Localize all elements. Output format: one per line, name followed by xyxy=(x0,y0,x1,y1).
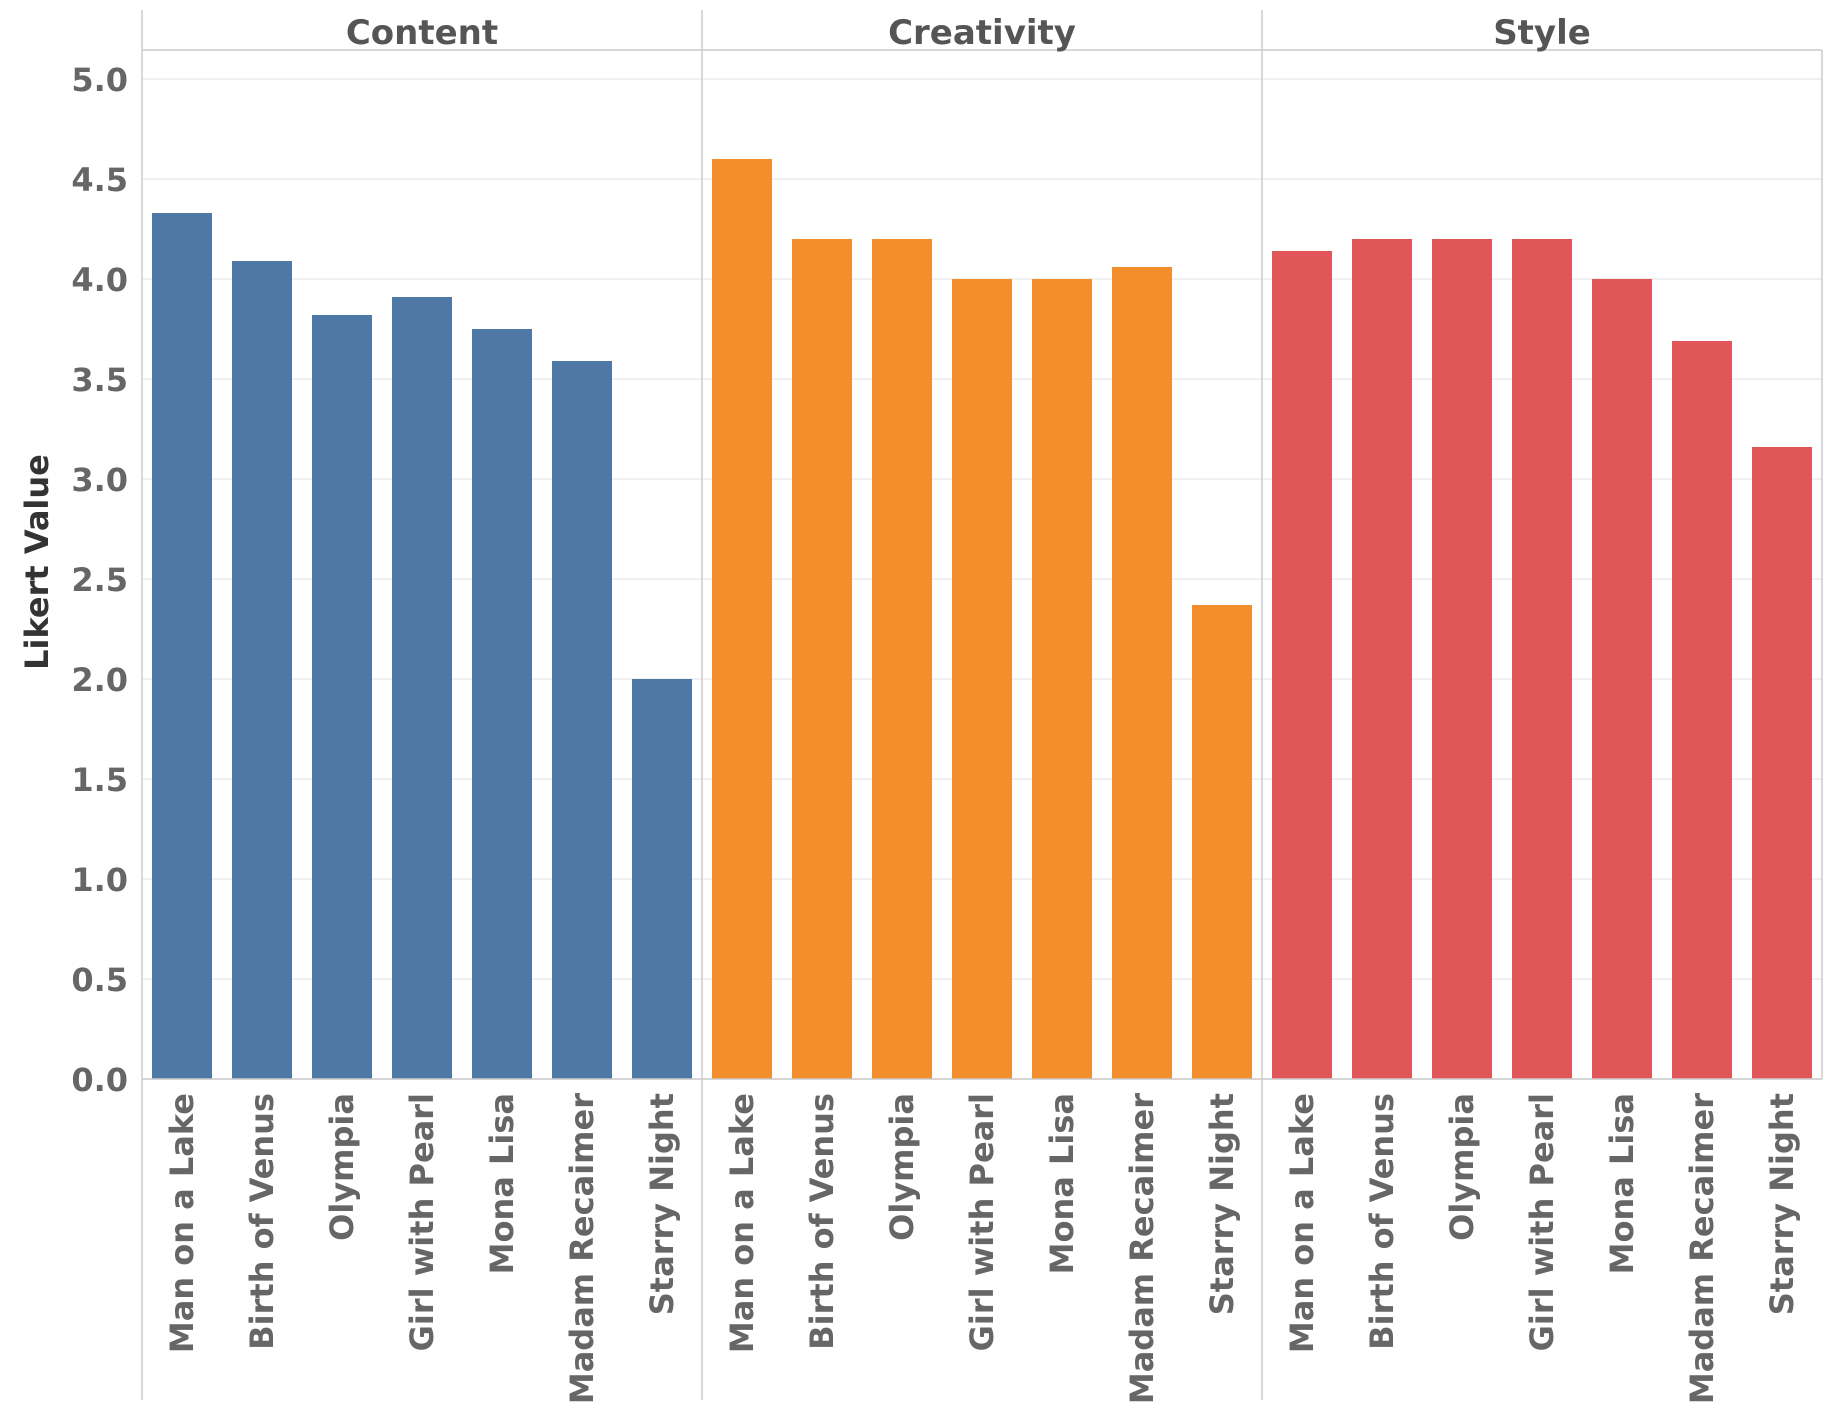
panel-title-creativity: Creativity xyxy=(888,13,1076,53)
x-category-label: Olympia xyxy=(323,1093,361,1241)
x-category-label: Birth of Venus xyxy=(243,1093,281,1350)
y-tick-label: 3.0 xyxy=(71,461,128,499)
bar-content-3 xyxy=(392,297,452,1079)
x-category-label: Girl with Pearl xyxy=(963,1093,1001,1351)
y-tick-label: 4.5 xyxy=(71,161,128,199)
bar-creativity-6 xyxy=(1192,605,1252,1079)
x-category-label: Birth of Venus xyxy=(803,1093,841,1350)
x-category-label: Mona Lisa xyxy=(1043,1093,1081,1274)
bar-content-5 xyxy=(552,361,612,1079)
bar-style-6 xyxy=(1752,447,1812,1079)
bar-content-0 xyxy=(152,213,212,1079)
x-category-label: Girl with Pearl xyxy=(1523,1093,1561,1351)
y-tick-label: 2.0 xyxy=(71,661,128,699)
bar-style-1 xyxy=(1352,239,1412,1079)
x-category-label: Man on a Lake xyxy=(163,1093,201,1353)
y-tick-label: 5.0 xyxy=(71,61,128,99)
y-tick-label: 4.0 xyxy=(71,261,128,299)
x-category-label: Olympia xyxy=(883,1093,921,1241)
x-category-label: Madam Recaimer xyxy=(1683,1093,1721,1404)
x-category-label: Starry Night xyxy=(1763,1093,1801,1315)
bar-content-1 xyxy=(232,261,292,1079)
bar-creativity-3 xyxy=(952,279,1012,1079)
bar-creativity-0 xyxy=(712,159,772,1079)
x-category-label: Girl with Pearl xyxy=(403,1093,441,1351)
x-category-label: Man on a Lake xyxy=(723,1093,761,1353)
bars xyxy=(152,159,1812,1079)
bar-style-0 xyxy=(1272,251,1332,1079)
bar-content-6 xyxy=(632,679,692,1079)
x-category-label: Madam Recaimer xyxy=(563,1093,601,1404)
bar-style-5 xyxy=(1672,341,1732,1079)
x-category-label: Mona Lisa xyxy=(1603,1093,1641,1274)
panel-title-content: Content xyxy=(346,13,498,53)
bar-style-2 xyxy=(1432,239,1492,1079)
labels: 0.0 0.5 1.0 1.5 2.0 2.5 3.0 3.5 4.0 4.5 5.0 Likert … xyxy=(18,13,1801,1404)
x-category-label: Mona Lisa xyxy=(483,1093,521,1274)
bar-content-2 xyxy=(312,315,372,1079)
y-tick-label: 0.5 xyxy=(71,961,128,999)
x-category-label: Birth of Venus xyxy=(1363,1093,1401,1350)
x-category-label: Madam Recaimer xyxy=(1123,1093,1161,1404)
x-category-label: Man on a Lake xyxy=(1283,1093,1321,1353)
x-category-label: Starry Night xyxy=(643,1093,681,1315)
bar-creativity-1 xyxy=(792,239,852,1079)
bar-creativity-5 xyxy=(1112,267,1172,1079)
panel-frames xyxy=(141,10,1823,1400)
y-tick-label: 1.0 xyxy=(71,861,128,899)
bar-content-4 xyxy=(472,329,532,1079)
bar-creativity-2 xyxy=(872,239,932,1079)
x-category-label: Starry Night xyxy=(1203,1093,1241,1315)
y-tick-label: 1.5 xyxy=(71,761,128,799)
y-tick-label: 3.5 xyxy=(71,361,128,399)
panel-title-style: Style xyxy=(1493,13,1591,53)
bar-style-4 xyxy=(1592,279,1652,1079)
y-axis-title: Likert Value xyxy=(18,454,56,670)
y-tick-label: 2.5 xyxy=(71,561,128,599)
x-category-label: Olympia xyxy=(1443,1093,1481,1241)
bar-creativity-4 xyxy=(1032,279,1092,1079)
y-tick-label: 0.0 xyxy=(71,1061,128,1099)
bar-style-3 xyxy=(1512,239,1572,1079)
